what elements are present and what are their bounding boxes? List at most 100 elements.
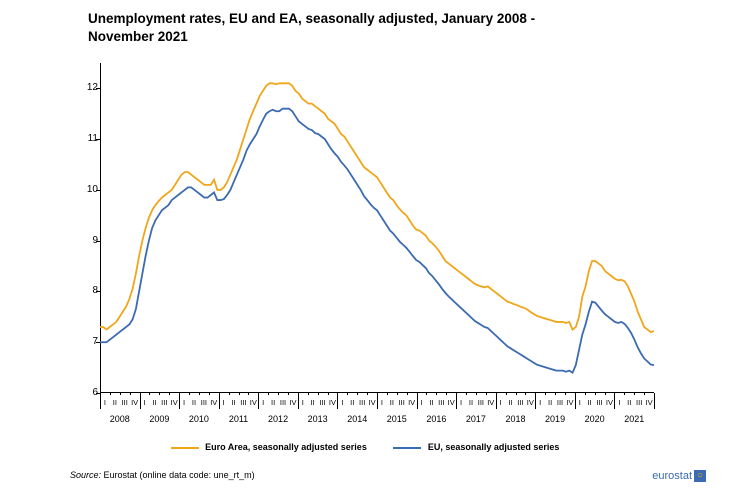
x-quarter-label: IV (329, 398, 336, 407)
x-tick-mark (575, 393, 576, 395)
x-quarter-label: II (508, 398, 512, 407)
x-tick-mark (189, 393, 190, 395)
x-year-separator (298, 393, 299, 409)
x-quarter-label: I (420, 398, 422, 407)
x-tick-mark (456, 393, 457, 395)
x-year-separator (140, 393, 141, 409)
legend-label-eu: EU, seasonally adjusted series (428, 442, 560, 452)
x-tick-mark (506, 393, 507, 395)
x-quarter-label: II (548, 398, 552, 407)
x-quarter-label: IV (289, 398, 296, 407)
x-quarter-label: II (271, 398, 275, 407)
x-tick-mark (328, 393, 329, 395)
x-year-label: 2019 (545, 414, 565, 424)
x-quarter-label: II (429, 398, 433, 407)
x-tick-mark (179, 393, 180, 395)
x-quarter-label: IV (131, 398, 138, 407)
y-tick-label: 11 (76, 133, 98, 144)
x-quarter-label: III (240, 398, 246, 407)
x-year-separator (258, 393, 259, 409)
x-year-label: 2017 (466, 414, 486, 424)
x-tick-mark (486, 393, 487, 395)
x-tick-mark (169, 393, 170, 395)
x-year-separator (417, 393, 418, 409)
line-eu (100, 109, 654, 373)
x-year-label: 2013 (308, 414, 328, 424)
chart-container: Unemployment rates, EU and EA, seasonall… (0, 0, 730, 503)
x-quarter-label: III (517, 398, 523, 407)
x-tick-mark (149, 393, 150, 395)
legend-swatch-eu (393, 447, 421, 449)
x-tick-mark (229, 393, 230, 395)
x-quarter-label: III (596, 398, 602, 407)
x-tick-mark (357, 393, 358, 395)
x-quarter-label: II (469, 398, 473, 407)
x-year-label: 2009 (149, 414, 169, 424)
x-year-separator (337, 393, 338, 409)
x-quarter-label: IV (210, 398, 217, 407)
x-quarter-label: III (557, 398, 563, 407)
x-quarter-label: I (104, 398, 106, 407)
y-tick-mark (96, 88, 100, 89)
x-tick-mark (258, 393, 259, 395)
x-tick-mark (446, 393, 447, 395)
x-tick-mark (308, 393, 309, 395)
x-quarter-label: I (341, 398, 343, 407)
x-tick-mark (318, 393, 319, 395)
source-label: Source: (70, 470, 101, 480)
x-quarter-label: III (280, 398, 286, 407)
x-quarter-label: IV (408, 398, 415, 407)
legend: Euro Area, seasonally adjusted series EU… (70, 442, 660, 452)
x-tick-mark (525, 393, 526, 395)
x-quarter-label: II (390, 398, 394, 407)
x-year-separator (575, 393, 576, 409)
x-tick-mark (555, 393, 556, 395)
x-quarter-label: II (152, 398, 156, 407)
x-tick-mark (585, 393, 586, 395)
y-tick-label: 10 (76, 184, 98, 195)
x-tick-mark (595, 393, 596, 395)
x-quarter-label: III (399, 398, 405, 407)
x-tick-mark (209, 393, 210, 395)
x-year-label: 2021 (624, 414, 644, 424)
x-tick-mark (347, 393, 348, 395)
x-quarter-label: II (350, 398, 354, 407)
x-year-label: 2012 (268, 414, 288, 424)
x-tick-mark (377, 393, 378, 395)
x-tick-mark (624, 393, 625, 395)
x-quarter-label: II (113, 398, 117, 407)
x-tick-mark (426, 393, 427, 395)
x-tick-mark (337, 393, 338, 395)
x-year-separator (496, 393, 497, 409)
x-quarter-label: I (618, 398, 620, 407)
y-tick-mark (96, 241, 100, 242)
legend-swatch-ea (171, 447, 199, 449)
x-quarter-label: I (539, 398, 541, 407)
x-quarter-label: I (223, 398, 225, 407)
x-tick-mark (417, 393, 418, 395)
x-tick-mark (545, 393, 546, 395)
x-quarter-label: IV (171, 398, 178, 407)
chart-title: Unemployment rates, EU and EA, seasonall… (88, 10, 568, 46)
x-tick-mark (140, 393, 141, 395)
x-quarter-label: I (500, 398, 502, 407)
x-tick-mark (496, 393, 497, 395)
line-series (100, 63, 654, 393)
x-year-separator (179, 393, 180, 409)
x-tick-mark (130, 393, 131, 395)
x-tick-mark (278, 393, 279, 395)
eurostat-name: eurostat (652, 470, 692, 482)
source-value: Eurostat (online data code: une_rt_m) (101, 470, 255, 480)
eurostat-logo: eurostat (652, 470, 706, 482)
x-tick-mark (397, 393, 398, 395)
y-tick-mark (96, 291, 100, 292)
x-quarter-label: III (122, 398, 128, 407)
x-tick-mark (476, 393, 477, 395)
x-quarter-label: IV (566, 398, 573, 407)
legend-item-ea: Euro Area, seasonally adjusted series (171, 442, 367, 452)
x-quarter-label: IV (448, 398, 455, 407)
x-quarter-label: III (438, 398, 444, 407)
y-tick-mark (96, 190, 100, 191)
x-tick-mark (110, 393, 111, 395)
y-tick-label: 12 (76, 82, 98, 93)
